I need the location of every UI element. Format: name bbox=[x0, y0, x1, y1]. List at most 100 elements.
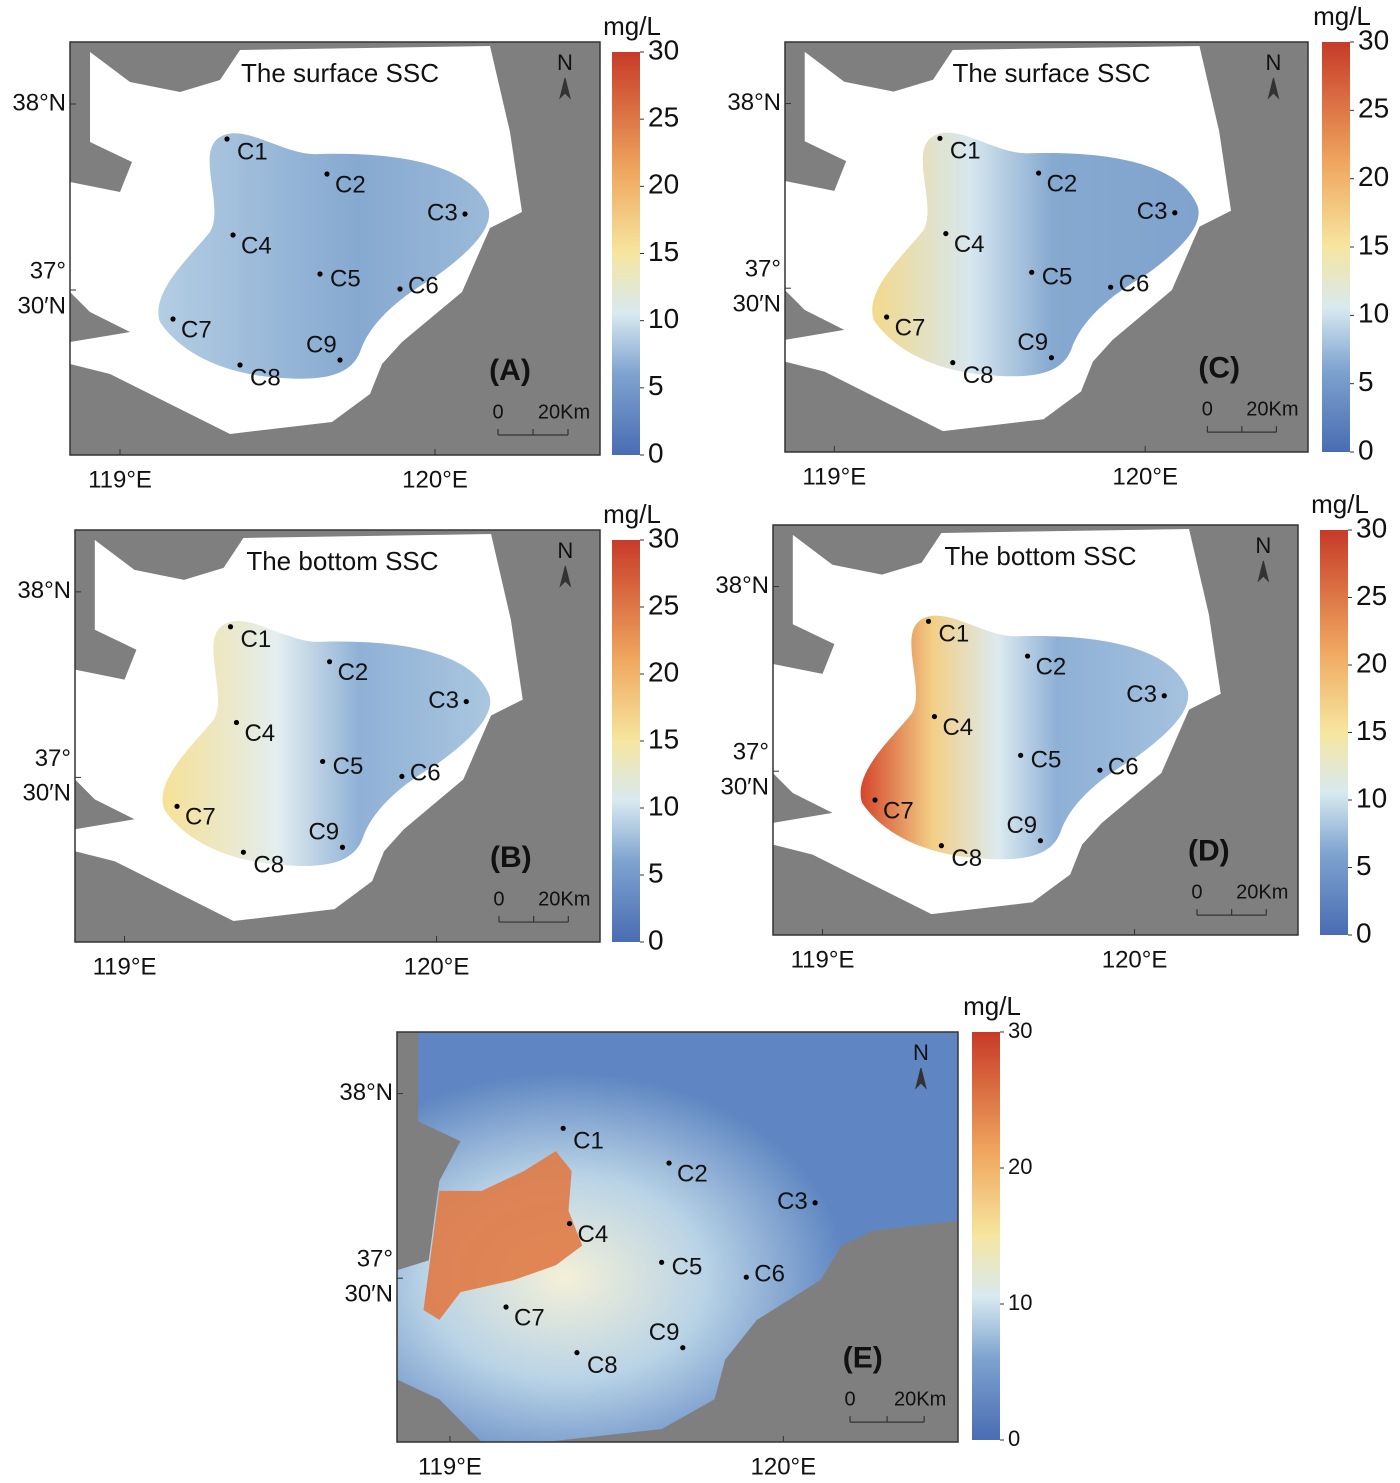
station bbox=[399, 773, 405, 780]
station bbox=[1037, 838, 1044, 844]
panel-label: (B) bbox=[490, 841, 532, 874]
station bbox=[227, 624, 234, 630]
colorbar-tick-label: 0 bbox=[648, 437, 664, 468]
station-label: C9 bbox=[308, 819, 339, 846]
panel-label: (E) bbox=[843, 1342, 883, 1375]
scale-label: 20Km bbox=[1236, 881, 1288, 903]
scale-bar bbox=[1206, 426, 1278, 433]
station-label: C2 bbox=[1047, 170, 1078, 197]
panel-title: The bottom SSC bbox=[944, 541, 1136, 571]
station-label: C4 bbox=[244, 720, 275, 747]
north-arrow bbox=[559, 77, 571, 100]
station-label: C7 bbox=[883, 797, 914, 824]
map bbox=[397, 1032, 958, 1442]
station bbox=[666, 1160, 672, 1166]
colorbar-unit: mg/L bbox=[603, 11, 661, 41]
station bbox=[1036, 170, 1042, 176]
colorbar-tick-label: 25 bbox=[648, 102, 679, 133]
colorbar-tick-label: 20 bbox=[1008, 1154, 1032, 1179]
station-label: C8 bbox=[587, 1352, 618, 1379]
station bbox=[566, 1220, 573, 1227]
colorbar-unit: mg/L bbox=[603, 499, 661, 529]
station-label: C5 bbox=[333, 753, 364, 780]
station-label: C3 bbox=[1137, 198, 1168, 225]
colorbar-tick-label: 25 bbox=[1356, 580, 1387, 611]
station-label: C6 bbox=[1108, 754, 1139, 781]
station-label: C4 bbox=[241, 232, 272, 259]
colorbar-tick-label: 0 bbox=[1356, 917, 1372, 948]
y-axis-label: 30′N bbox=[344, 1280, 393, 1307]
colorbar-unit: mg/L bbox=[1313, 1, 1371, 31]
colorbar-tick-label: 15 bbox=[1356, 715, 1387, 746]
map bbox=[785, 42, 1308, 452]
map-panel: The bottom SSC (B) N 0 20Km C1 C2 C3 C4 C5 C6 C7 C8 C… bbox=[17, 499, 679, 980]
colorbar-tick-label: 0 bbox=[1008, 1426, 1020, 1451]
map-panel: The bottom SSC (D) N 0 20Km C1 C2 C3 C4 C5 C6 C7 C8 C… bbox=[715, 489, 1387, 973]
station-label: C3 bbox=[428, 687, 459, 714]
colorbar bbox=[612, 540, 640, 942]
station-label: C4 bbox=[942, 714, 973, 741]
y-axis-label: 30′N bbox=[720, 773, 769, 800]
y-axis-label: 30′N bbox=[732, 290, 781, 317]
x-axis-label: 120°E bbox=[402, 466, 468, 493]
y-axis-label: 37° bbox=[733, 739, 769, 766]
north-arrow bbox=[1257, 560, 1270, 583]
colorbar-tick-label: 10 bbox=[1008, 1290, 1032, 1315]
station-label: C2 bbox=[338, 659, 369, 686]
colorbar-tick-label: 25 bbox=[648, 589, 679, 620]
north-arrow bbox=[559, 565, 572, 588]
station bbox=[560, 1125, 566, 1131]
station-label: C8 bbox=[963, 362, 994, 389]
map-panel: (E) N 0 20Km C1 C2 C3 C4 C5 C6 C7 C8 C9 119°E 120°E 38°… bbox=[339, 991, 1032, 1480]
station bbox=[680, 1345, 686, 1351]
map bbox=[70, 42, 600, 455]
station-label: C4 bbox=[578, 1221, 609, 1248]
station-label: C1 bbox=[237, 138, 268, 165]
station bbox=[397, 286, 403, 292]
station bbox=[931, 713, 938, 720]
station-label: C8 bbox=[951, 845, 982, 872]
station-label: C7 bbox=[514, 1304, 545, 1331]
scale-label: 0 bbox=[492, 401, 503, 423]
x-axis-label: 119°E bbox=[93, 953, 157, 980]
station bbox=[743, 1274, 749, 1280]
station bbox=[950, 360, 956, 366]
map-frame bbox=[784, 41, 1309, 453]
station bbox=[224, 136, 230, 142]
station bbox=[1048, 355, 1055, 361]
station bbox=[503, 1304, 509, 1310]
colorbar-tick-label: 15 bbox=[648, 723, 679, 754]
colorbar-tick-label: 5 bbox=[648, 857, 664, 888]
y-axis-label: 37° bbox=[30, 257, 66, 284]
y-axis-label: 37° bbox=[357, 1246, 393, 1273]
x-axis-label: 119°E bbox=[88, 466, 152, 493]
north-label: N bbox=[913, 1040, 929, 1065]
colorbar-tick-label: 5 bbox=[648, 370, 664, 401]
x-axis-label: 119°E bbox=[418, 1453, 482, 1478]
colorbar-tick-label: 20 bbox=[1356, 647, 1387, 678]
scale-bar bbox=[849, 1416, 925, 1423]
station bbox=[233, 719, 240, 726]
north-label: N bbox=[557, 538, 573, 563]
station-label: C7 bbox=[895, 314, 926, 341]
station-label: C6 bbox=[408, 272, 439, 299]
station bbox=[326, 659, 333, 665]
scale-label: 20Km bbox=[538, 888, 590, 910]
station bbox=[324, 171, 330, 177]
scale-label: 0 bbox=[1191, 881, 1202, 903]
scale-bar bbox=[497, 429, 569, 436]
map-panel: The surface SSC (C) N 0 20Km C1 C2 C3 C4 C5 C6 C7 C8… bbox=[727, 1, 1389, 490]
colorbar-tick-label: 10 bbox=[1356, 782, 1387, 813]
ssc-field bbox=[162, 621, 491, 866]
station bbox=[1161, 693, 1167, 699]
station bbox=[240, 849, 246, 855]
station-label: C6 bbox=[1119, 271, 1150, 298]
colorbar-tick-label: 15 bbox=[1358, 229, 1389, 260]
y-axis-label: 38°N bbox=[715, 572, 769, 599]
x-axis-label: 120°E bbox=[1112, 463, 1178, 490]
colorbar-tick-label: 0 bbox=[648, 924, 664, 955]
station bbox=[1097, 767, 1103, 773]
station-label: C2 bbox=[335, 171, 366, 198]
colorbar-tick-label: 30 bbox=[648, 522, 679, 553]
